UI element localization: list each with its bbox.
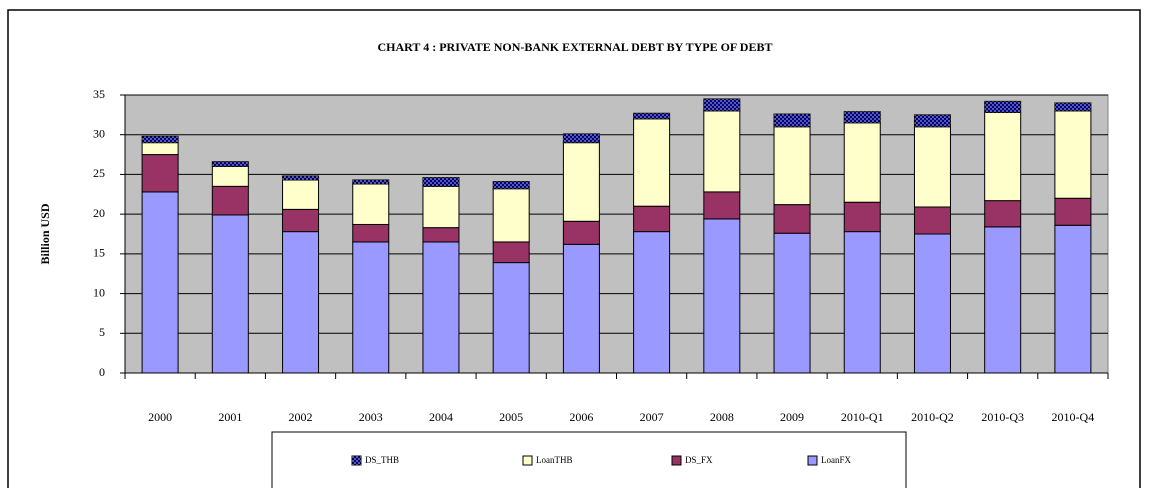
x-tick-label: 2010-Q3 bbox=[981, 410, 1024, 424]
x-tick-label: 2009 bbox=[780, 410, 804, 424]
bar-pattern bbox=[563, 133, 600, 143]
bar-segment bbox=[913, 126, 951, 208]
bar-segment bbox=[984, 226, 1022, 374]
bar-segment bbox=[773, 232, 811, 374]
x-tick-label: 2001 bbox=[218, 410, 242, 424]
bar-segment bbox=[211, 185, 249, 216]
bar-segment bbox=[984, 111, 1022, 202]
bar-segment bbox=[492, 241, 530, 264]
bar-segment bbox=[1054, 224, 1092, 374]
bar-pattern bbox=[844, 111, 881, 123]
bar-segment bbox=[352, 223, 390, 243]
bar-segment bbox=[211, 214, 249, 374]
bar-segment bbox=[282, 208, 320, 233]
bar-pattern bbox=[212, 161, 249, 167]
bar-segment bbox=[1054, 197, 1092, 226]
y-tick-label: 35 bbox=[93, 87, 105, 101]
bar-segment bbox=[984, 200, 1022, 228]
x-tick-label: 2003 bbox=[359, 410, 383, 424]
bar-pattern bbox=[282, 176, 319, 180]
bar-segment bbox=[773, 204, 811, 234]
x-tick-label: 2010-Q4 bbox=[1052, 410, 1095, 424]
x-tick-label: 2005 bbox=[499, 410, 523, 424]
bar-segment bbox=[141, 191, 179, 374]
x-tick-label: 2000 bbox=[148, 410, 172, 424]
x-tick-label: 2004 bbox=[429, 410, 453, 424]
legend-label: DS_FX bbox=[685, 455, 713, 465]
bar-pattern bbox=[493, 181, 530, 189]
bar-segment bbox=[843, 201, 881, 233]
bar-segment bbox=[422, 227, 460, 243]
bar-segment bbox=[703, 110, 741, 193]
y-tick-label: 25 bbox=[93, 166, 105, 180]
bar-segment bbox=[352, 241, 390, 374]
bar-segment bbox=[422, 241, 460, 374]
x-tick-label: 2010-Q2 bbox=[911, 410, 954, 424]
y-axis-label: Billion USD bbox=[38, 203, 52, 264]
bar-segment bbox=[703, 218, 741, 374]
plot-area bbox=[124, 94, 1109, 374]
legend-label: LoanFX bbox=[821, 455, 851, 465]
bar-segment bbox=[633, 118, 671, 207]
bar-segment bbox=[422, 185, 460, 229]
bar-pattern bbox=[774, 114, 811, 127]
bar-segment bbox=[141, 142, 179, 156]
y-tick-label: 20 bbox=[93, 206, 105, 220]
bar-segment bbox=[1054, 110, 1092, 199]
bar-segment bbox=[282, 179, 320, 210]
x-tick-label: 2002 bbox=[289, 410, 313, 424]
bar-segment bbox=[492, 262, 530, 374]
x-tick-label: 2006 bbox=[569, 410, 593, 424]
bar-pattern bbox=[352, 179, 389, 184]
bar-segment bbox=[562, 243, 600, 374]
legend-swatch bbox=[671, 455, 682, 466]
legend-swatch bbox=[522, 455, 533, 466]
bar-pattern bbox=[984, 101, 1021, 113]
bar-segment bbox=[913, 206, 951, 235]
x-tick-label: 2007 bbox=[640, 410, 664, 424]
bar-segment bbox=[773, 126, 811, 206]
bar-segment bbox=[843, 231, 881, 374]
bar-segment bbox=[282, 231, 320, 374]
y-tick-label: 0 bbox=[99, 365, 105, 379]
y-tick-label: 5 bbox=[99, 325, 105, 339]
legend-pattern bbox=[352, 456, 361, 465]
x-tick-label: 2010-Q1 bbox=[841, 410, 884, 424]
bar-pattern bbox=[703, 98, 740, 111]
bar-segment bbox=[211, 165, 249, 187]
bar-pattern bbox=[1054, 102, 1091, 111]
y-tick-label: 10 bbox=[93, 285, 105, 299]
x-tick-label: 2008 bbox=[710, 410, 734, 424]
bar-segment bbox=[562, 142, 600, 222]
y-tick-label: 30 bbox=[93, 126, 105, 140]
bar-pattern bbox=[914, 114, 951, 127]
bar-segment bbox=[913, 233, 951, 374]
bar-segment bbox=[633, 231, 671, 374]
bar-pattern bbox=[422, 177, 459, 187]
bar-pattern bbox=[633, 113, 670, 119]
bar-segment bbox=[352, 183, 390, 225]
legend-label: DS_THB bbox=[365, 455, 399, 465]
bar-pattern bbox=[142, 136, 179, 143]
y-tick-label: 15 bbox=[93, 246, 105, 260]
bar-segment bbox=[141, 154, 179, 193]
bar-segment bbox=[633, 205, 671, 233]
legend-swatch bbox=[807, 455, 818, 466]
bar-segment bbox=[562, 220, 600, 245]
legend-box bbox=[271, 431, 907, 493]
bar-segment bbox=[703, 191, 741, 220]
bar-segment bbox=[843, 122, 881, 203]
legend-label: LoanTHB bbox=[536, 455, 573, 465]
bar-segment bbox=[492, 188, 530, 243]
chart-title: CHART 4 : PRIVATE NON-BANK EXTERNAL DEBT… bbox=[378, 40, 773, 54]
